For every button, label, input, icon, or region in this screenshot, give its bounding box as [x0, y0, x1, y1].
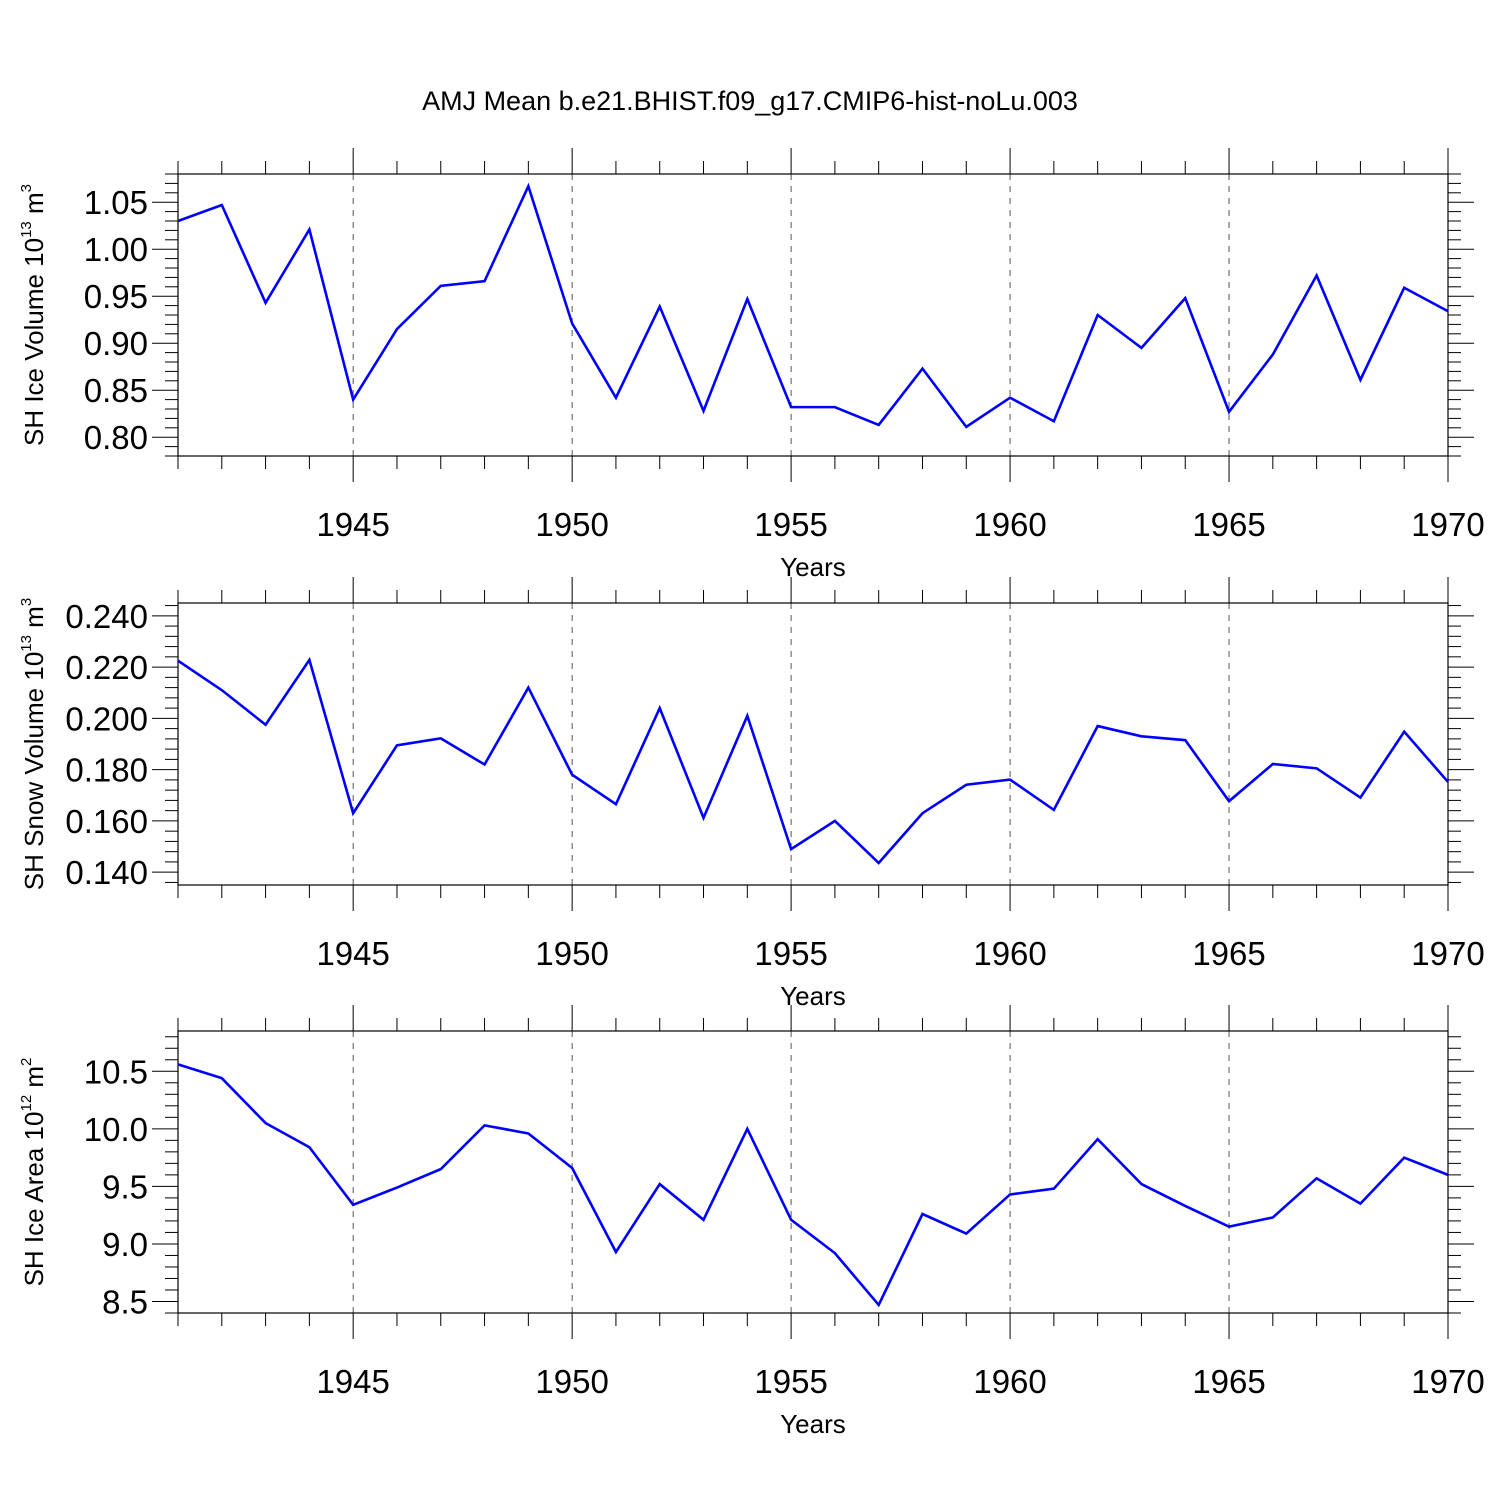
y-tick-label: 8.5 [102, 1283, 148, 1320]
x-tick-label: 1965 [1192, 1363, 1265, 1400]
y-axis-title-unit-exponent: 3 [18, 598, 35, 606]
series-line [177, 182, 1449, 429]
x-tick-label: 1965 [1192, 506, 1265, 543]
y-axis-title-text: SH Snow Volume 10 [19, 652, 49, 890]
chart-panel-2: 0.140 0.160 0.180 0.200 0.220 0.240 1945 1950 19… [18, 577, 1485, 1011]
y-axis-title-exponent: 13 [18, 635, 35, 652]
page-title: AMJ Mean b.e21.BHIST.f09_g17.CMIP6-hist-… [422, 86, 1078, 116]
y-axis-title-text: SH Ice Area 10 [19, 1112, 49, 1287]
y-tick-label: 10.0 [84, 1111, 148, 1148]
y-axis-title: SH Ice Area 1012 m2 [18, 1058, 49, 1287]
y-tick-label: 0.80 [84, 419, 148, 456]
y-tick-label: 9.0 [102, 1226, 148, 1263]
series-line [177, 656, 1449, 865]
y-axis-title-unit: m [19, 192, 49, 221]
x-tick-label: 1945 [316, 935, 389, 972]
plot-panels: 0.80 0.85 0.90 0.95 1.00 1.05 1945 1950 1955 1960… [18, 148, 1485, 1439]
y-axis-title: SH Ice Volume 1013 m3 [18, 184, 49, 446]
series-line [177, 1063, 1449, 1308]
x-tick-label: 1965 [1192, 935, 1265, 972]
x-tick-label: 1955 [754, 935, 827, 972]
x-axis-title: Years [780, 981, 846, 1011]
x-axis-title: Years [780, 1409, 846, 1439]
y-axis-title-unit: m [19, 1066, 49, 1095]
y-axis-title-text: SH Ice Volume 10 [19, 238, 49, 446]
y-tick-label: 9.5 [102, 1168, 148, 1205]
plot-frame [177, 173, 1449, 457]
y-tick-label: 0.160 [65, 803, 148, 840]
y-tick-label: 0.240 [65, 598, 148, 635]
chart-panel-1: 0.80 0.85 0.90 0.95 1.00 1.05 1945 1950 1955 1960… [18, 148, 1485, 582]
y-axis-title-unit-exponent: 3 [18, 184, 35, 192]
y-axis-title-unit-exponent: 2 [18, 1058, 35, 1066]
plot-frame [177, 1030, 1449, 1314]
x-tick-label: 1950 [535, 1363, 608, 1400]
x-tick-label: 1950 [535, 506, 608, 543]
y-tick-label: 0.180 [65, 752, 148, 789]
x-tick-label: 1955 [754, 1363, 827, 1400]
x-tick-label: 1960 [973, 506, 1046, 543]
x-tick-label: 1945 [316, 1363, 389, 1400]
y-tick-label: 0.200 [65, 700, 148, 737]
y-axis-title-exponent: 12 [18, 1095, 35, 1112]
y-axis-title-exponent: 13 [18, 221, 35, 238]
x-tick-label: 1970 [1411, 935, 1484, 972]
y-tick-label: 0.95 [84, 278, 148, 315]
y-tick-label: 0.85 [84, 372, 148, 409]
x-tick-label: 1970 [1411, 1363, 1484, 1400]
y-axis-title: SH Snow Volume 1013 m3 [18, 598, 49, 890]
y-axis-title-unit: m [19, 606, 49, 635]
chart-panel-3: 8.5 9.0 9.5 10.0 10.5 1945 1950 1955 1960 1965 197… [18, 1005, 1485, 1439]
y-tick-label: 0.90 [84, 325, 148, 362]
x-tick-label: 1950 [535, 935, 608, 972]
x-axis-title: Years [780, 552, 846, 582]
x-tick-label: 1955 [754, 506, 827, 543]
y-tick-label: 0.220 [65, 649, 148, 686]
y-tick-label: 10.5 [84, 1053, 148, 1090]
x-tick-label: 1970 [1411, 506, 1484, 543]
x-tick-label: 1960 [973, 1363, 1046, 1400]
y-tick-label: 1.05 [84, 184, 148, 221]
y-tick-label: 1.00 [84, 231, 148, 268]
plot-frame [177, 602, 1449, 886]
x-tick-label: 1960 [973, 935, 1046, 972]
x-tick-label: 1945 [316, 506, 389, 543]
y-tick-label: 0.140 [65, 854, 148, 891]
